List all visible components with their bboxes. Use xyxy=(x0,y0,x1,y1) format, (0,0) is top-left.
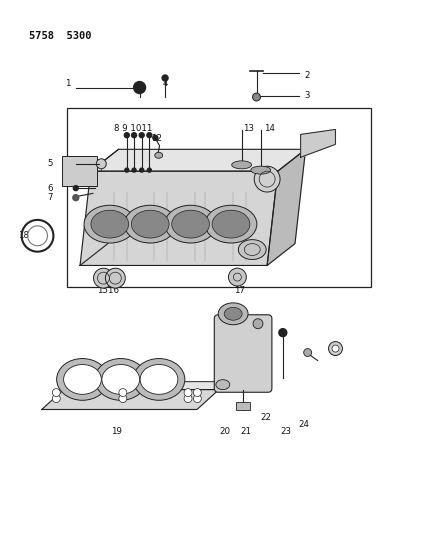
Ellipse shape xyxy=(125,205,176,243)
Circle shape xyxy=(73,185,78,191)
Circle shape xyxy=(332,345,339,352)
Ellipse shape xyxy=(212,210,250,238)
Ellipse shape xyxy=(140,365,178,394)
Ellipse shape xyxy=(91,210,129,238)
Text: 23: 23 xyxy=(280,427,291,436)
Circle shape xyxy=(253,93,261,101)
Circle shape xyxy=(153,135,158,140)
Text: 13: 13 xyxy=(243,124,253,133)
Text: 1: 1 xyxy=(65,79,70,88)
Ellipse shape xyxy=(216,379,230,390)
FancyBboxPatch shape xyxy=(214,315,272,392)
Text: 22: 22 xyxy=(261,413,272,422)
Polygon shape xyxy=(80,171,278,265)
Circle shape xyxy=(96,159,106,169)
Ellipse shape xyxy=(95,359,146,400)
Text: 24: 24 xyxy=(299,420,309,429)
Circle shape xyxy=(184,389,192,397)
Circle shape xyxy=(139,133,144,138)
Circle shape xyxy=(125,133,129,138)
Circle shape xyxy=(304,349,312,357)
Ellipse shape xyxy=(224,308,242,320)
Ellipse shape xyxy=(205,205,257,243)
Circle shape xyxy=(162,75,168,81)
Circle shape xyxy=(52,394,60,402)
Text: 4: 4 xyxy=(162,79,168,88)
Ellipse shape xyxy=(131,210,169,238)
Text: 7: 7 xyxy=(48,193,53,202)
Circle shape xyxy=(253,319,263,329)
Circle shape xyxy=(105,268,125,288)
Polygon shape xyxy=(42,390,219,409)
Circle shape xyxy=(329,342,342,356)
Ellipse shape xyxy=(84,205,136,243)
Ellipse shape xyxy=(238,240,266,260)
Polygon shape xyxy=(300,130,336,157)
Text: 14: 14 xyxy=(264,124,275,133)
Text: 21: 21 xyxy=(241,427,251,436)
Ellipse shape xyxy=(102,365,140,394)
Bar xyxy=(236,402,250,410)
Text: 1516: 1516 xyxy=(97,286,119,295)
Text: 6: 6 xyxy=(48,184,53,193)
Circle shape xyxy=(147,133,152,138)
Ellipse shape xyxy=(251,166,270,174)
Text: 19: 19 xyxy=(111,427,122,436)
Text: 8 9 1011: 8 9 1011 xyxy=(114,124,152,133)
Circle shape xyxy=(73,195,79,200)
Text: 17: 17 xyxy=(234,286,245,295)
Text: 5: 5 xyxy=(48,159,53,168)
Ellipse shape xyxy=(218,303,248,325)
Ellipse shape xyxy=(64,365,101,394)
Ellipse shape xyxy=(165,205,217,243)
Circle shape xyxy=(279,329,287,337)
Polygon shape xyxy=(91,149,306,171)
Circle shape xyxy=(184,394,192,402)
Circle shape xyxy=(93,268,113,288)
Text: 2: 2 xyxy=(305,71,310,80)
Circle shape xyxy=(229,268,247,286)
Bar xyxy=(62,156,97,186)
Circle shape xyxy=(134,82,146,93)
Circle shape xyxy=(125,168,129,172)
Text: 18: 18 xyxy=(18,231,29,240)
Circle shape xyxy=(132,168,136,172)
Circle shape xyxy=(193,394,201,402)
Ellipse shape xyxy=(232,161,252,169)
Polygon shape xyxy=(64,382,227,390)
Text: 3: 3 xyxy=(305,92,310,101)
Ellipse shape xyxy=(56,359,108,400)
Circle shape xyxy=(140,168,144,172)
Circle shape xyxy=(147,168,152,172)
Ellipse shape xyxy=(155,152,163,158)
Circle shape xyxy=(52,389,60,397)
Circle shape xyxy=(119,389,127,397)
Circle shape xyxy=(119,394,127,402)
Bar xyxy=(67,108,372,287)
Ellipse shape xyxy=(172,210,209,238)
Circle shape xyxy=(131,133,137,138)
Circle shape xyxy=(193,389,201,397)
Ellipse shape xyxy=(133,359,185,400)
Polygon shape xyxy=(267,149,306,265)
Text: 12: 12 xyxy=(151,134,162,143)
Circle shape xyxy=(254,166,280,192)
Text: 20: 20 xyxy=(219,427,230,436)
Text: 5758  5300: 5758 5300 xyxy=(29,31,92,41)
